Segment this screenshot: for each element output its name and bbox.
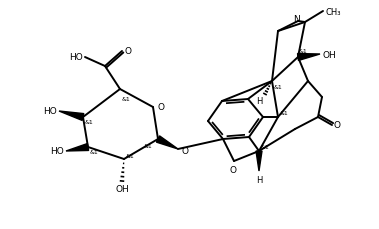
- Text: O: O: [181, 146, 188, 155]
- Text: &1: &1: [122, 97, 131, 101]
- Polygon shape: [157, 136, 178, 149]
- Text: &1: &1: [280, 111, 289, 115]
- Polygon shape: [59, 112, 84, 121]
- Polygon shape: [298, 54, 320, 61]
- Text: H: H: [256, 175, 262, 184]
- Text: O: O: [334, 121, 341, 130]
- Text: OH: OH: [323, 50, 337, 59]
- Text: CH₃: CH₃: [326, 8, 341, 16]
- Text: HO: HO: [50, 147, 64, 156]
- Text: HO: HO: [69, 52, 83, 61]
- Text: N: N: [293, 14, 300, 23]
- Polygon shape: [66, 144, 89, 151]
- Text: &1: &1: [90, 149, 99, 154]
- Text: &1: &1: [126, 153, 135, 158]
- Text: H: H: [257, 97, 263, 106]
- Text: HO: HO: [43, 107, 57, 116]
- Text: O: O: [157, 102, 164, 111]
- Text: &1: &1: [85, 120, 94, 124]
- Text: &1: &1: [299, 49, 308, 54]
- Polygon shape: [256, 151, 262, 171]
- Text: &1: &1: [274, 85, 283, 90]
- Text: O: O: [230, 165, 236, 174]
- Text: O: O: [124, 47, 131, 56]
- Text: OH: OH: [115, 184, 129, 193]
- Text: &1: &1: [144, 143, 153, 148]
- Text: &1: &1: [261, 144, 270, 149]
